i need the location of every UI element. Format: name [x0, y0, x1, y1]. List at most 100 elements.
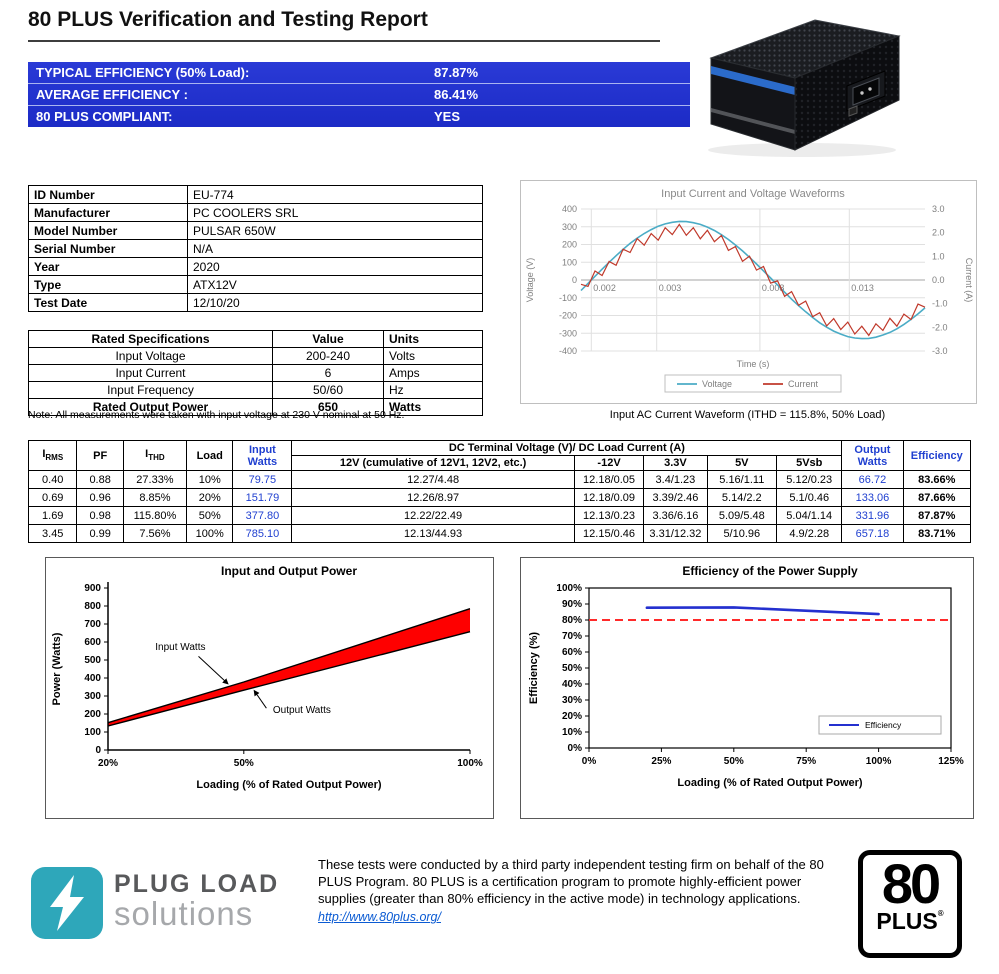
svg-text:0.003: 0.003	[659, 283, 682, 293]
info-value: 12/10/20	[187, 293, 483, 312]
load-cell: 0.88	[76, 470, 124, 489]
svg-text:10%: 10%	[562, 727, 582, 738]
load-cell: 79.75	[232, 470, 293, 489]
load-cell: 4.9/2.28	[776, 524, 843, 543]
svg-text:-200: -200	[559, 311, 577, 321]
svg-text:Time (s): Time (s)	[737, 359, 770, 369]
load-cell: 12.22/22.49	[291, 506, 575, 525]
svg-text:0%: 0%	[568, 743, 583, 754]
specs-cell: 200-240	[272, 347, 384, 365]
footer-link[interactable]: http://www.80plus.org/	[318, 910, 441, 925]
svg-text:75%: 75%	[796, 756, 816, 767]
svg-text:Efficiency of the Power Supply: Efficiency of the Power Supply	[682, 564, 858, 578]
waveform-chart: Input Current and Voltage Waveforms -400 -…	[520, 180, 977, 404]
load-cell: 785.10	[232, 524, 293, 543]
registered-mark: ®	[937, 909, 944, 919]
summary-value: 87.87%	[434, 65, 479, 80]
solutions-line: solutions	[114, 895, 254, 932]
load-cell: 3.36/6.16	[643, 506, 708, 525]
load-row: 0.40 0.88 27.33% 10% 79.75 12.27/4.48 12.18/0.…	[27, 470, 971, 489]
info-label: Type	[28, 275, 188, 294]
specs-cell: 6	[272, 364, 384, 382]
svg-text:20%: 20%	[98, 758, 118, 769]
svg-text:Voltage (V): Voltage (V)	[525, 258, 535, 303]
load-cell: 87.66%	[902, 488, 971, 507]
info-label: Manufacturer	[28, 203, 188, 222]
svg-text:Efficiency: Efficiency	[865, 720, 902, 730]
badge-plus-text: PLUS®	[876, 908, 944, 935]
svg-text:100%: 100%	[866, 756, 892, 767]
svg-text:100%: 100%	[457, 758, 483, 769]
svg-text:-1.0: -1.0	[932, 299, 948, 309]
summary-label: AVERAGE EFFICIENCY :	[36, 87, 188, 102]
specs-row: Rated Output Power 650 Watts	[28, 398, 483, 416]
specs-header: Rated Specifications	[28, 330, 273, 348]
svg-text:20%: 20%	[562, 711, 582, 722]
load-cell: 100%	[186, 524, 234, 543]
info-row: Serial Number N/A	[28, 239, 483, 258]
waveform-caption: Input AC Current Waveform (ITHD = 115.8%…	[609, 409, 886, 421]
svg-text:60%: 60%	[562, 647, 582, 658]
specs-cell: 650	[272, 398, 384, 416]
svg-text:600: 600	[84, 637, 101, 648]
svg-text:2.0: 2.0	[932, 228, 945, 238]
specs-row: Input Current 6 Amps	[28, 364, 483, 382]
load-cell: 87.87%	[902, 506, 971, 525]
load-cell: 5/10.96	[706, 524, 778, 543]
waveform-chart-canvas: Input Current and Voltage Waveforms -400 -…	[521, 181, 976, 406]
specs-cell: Input Current	[28, 364, 273, 382]
header-5v: 5V	[706, 455, 778, 471]
load-cell: 0.69	[27, 488, 78, 507]
summary-value: 86.41%	[434, 87, 479, 102]
specs-row: Input Voltage 200-240 Volts	[28, 347, 483, 365]
info-value: EU-774	[187, 185, 483, 204]
svg-text:Input Watts: Input Watts	[155, 642, 205, 653]
svg-text:700: 700	[84, 619, 101, 630]
info-value: PC COOLERS SRL	[187, 203, 483, 222]
svg-text:0.013: 0.013	[851, 283, 874, 293]
svg-text:Input and Output Power: Input and Output Power	[221, 564, 357, 578]
load-cell: 133.06	[841, 488, 904, 507]
badge-80-text: 80	[881, 852, 941, 915]
svg-text:500: 500	[84, 655, 101, 666]
specs-row: Input Frequency 50/60 Hz	[28, 381, 483, 399]
specs-cell: Amps	[383, 364, 483, 382]
load-cell: 331.96	[841, 506, 904, 525]
svg-text:1.0: 1.0	[932, 251, 945, 261]
load-cell: 3.45	[27, 524, 78, 543]
load-cell: 50%	[186, 506, 234, 525]
info-row: Manufacturer PC COOLERS SRL	[28, 203, 483, 222]
info-label: Test Date	[28, 293, 188, 312]
load-cell: 1.69	[27, 506, 78, 525]
load-cell: 27.33%	[122, 470, 188, 489]
svg-text:-3.0: -3.0	[932, 346, 948, 356]
svg-text:30%: 30%	[562, 695, 582, 706]
svg-text:400: 400	[84, 673, 101, 684]
load-cell: 5.04/1.14	[776, 506, 843, 525]
header-pf: PF	[76, 440, 124, 471]
info-label: ID Number	[28, 185, 188, 204]
svg-text:-100: -100	[559, 293, 577, 303]
load-cell: 10%	[186, 470, 234, 489]
svg-text:Efficiency (%): Efficiency (%)	[528, 632, 540, 704]
svg-text:Loading (% of Rated Output Pow: Loading (% of Rated Output Power)	[677, 777, 862, 789]
svg-text:Current: Current	[788, 379, 819, 389]
specs-note: Note: All measurements were taken with i…	[28, 409, 405, 421]
svg-text:800: 800	[84, 601, 101, 612]
info-label: Year	[28, 257, 188, 276]
load-cell: 83.66%	[902, 470, 971, 489]
load-cell: 5.09/5.48	[706, 506, 778, 525]
load-cell: 0.99	[76, 524, 124, 543]
specs-cell: Rated Output Power	[28, 398, 273, 416]
efficiency-chart-canvas: Efficiency of the Power Supply 0% 10% 20% 30…	[521, 558, 973, 821]
page-title: 80 PLUS Verification and Testing Report	[28, 8, 660, 42]
load-subheader-row: 12V (cumulative of 12V1, 12V2, etc.) -12…	[29, 455, 971, 471]
svg-text:0%: 0%	[582, 756, 597, 767]
load-cell: 12.26/8.97	[291, 488, 575, 507]
plug-load-line: PLUG LOAD	[114, 870, 280, 898]
header-input-watts: Input Watts	[232, 440, 293, 471]
svg-text:0: 0	[572, 275, 577, 285]
info-value: 2020	[187, 257, 483, 276]
summary-label: 80 PLUS COMPLIANT:	[36, 109, 173, 124]
